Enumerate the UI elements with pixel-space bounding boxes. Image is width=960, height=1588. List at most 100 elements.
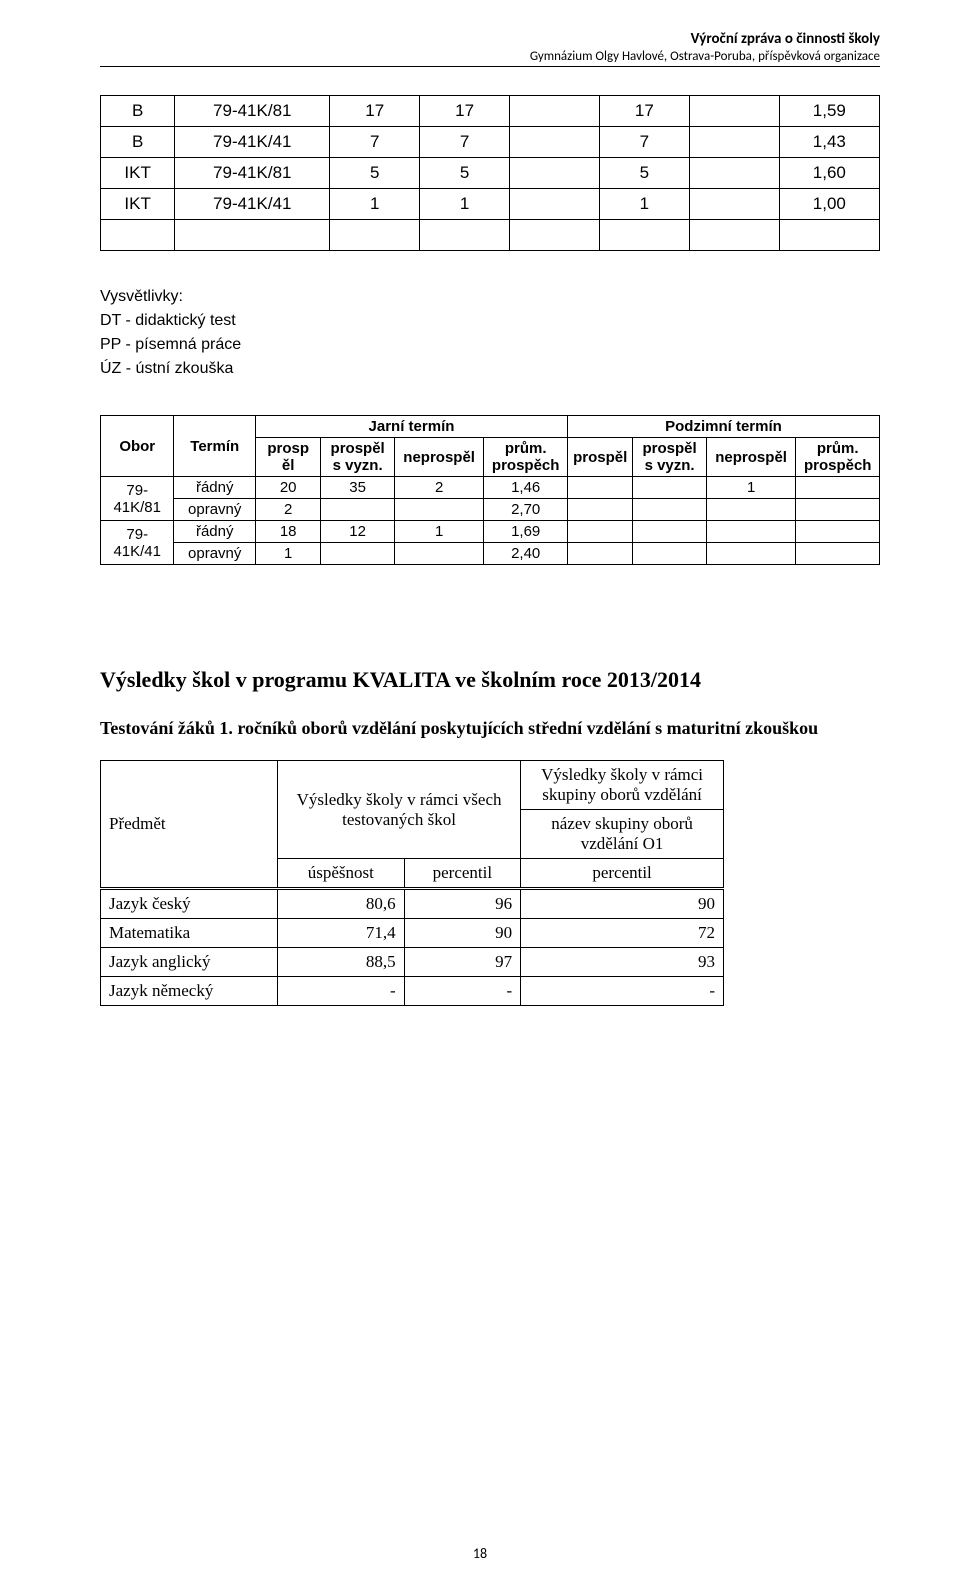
- cell: 71,4: [278, 919, 405, 948]
- cell: 1,69: [484, 521, 568, 543]
- cell: 93: [521, 948, 724, 977]
- cell: 17: [420, 96, 510, 127]
- cell: [706, 521, 796, 543]
- cell: 90: [404, 919, 520, 948]
- cell: 79- 41K/81: [101, 477, 174, 521]
- cell: 35: [321, 477, 394, 499]
- column-header: Termín: [174, 416, 256, 477]
- page-header: Výroční zpráva o činnosti školy Gymnáziu…: [100, 30, 880, 67]
- cell: [567, 521, 632, 543]
- cell: [689, 189, 779, 220]
- cell: 7: [330, 127, 420, 158]
- cell: [689, 158, 779, 189]
- column-header: Předmět: [101, 761, 278, 889]
- table-row: Jazyk český80,69690: [101, 889, 724, 919]
- column-header: prům. prospěch: [484, 438, 568, 477]
- column-header: prosp ěl: [255, 438, 320, 477]
- cell: 79-41K/81: [175, 158, 330, 189]
- cell: [510, 189, 600, 220]
- cell: [394, 499, 484, 521]
- cell: [394, 543, 484, 565]
- cell: [689, 127, 779, 158]
- cell: [796, 543, 880, 565]
- cell: 79-41K/41: [175, 189, 330, 220]
- cell: 5: [330, 158, 420, 189]
- cell: 17: [599, 96, 689, 127]
- cell: [633, 521, 706, 543]
- cell: řádný: [174, 521, 256, 543]
- cell: 2,70: [484, 499, 568, 521]
- cell: B: [101, 96, 175, 127]
- cell: 1,43: [779, 127, 879, 158]
- cell: 1: [255, 543, 320, 565]
- column-header: prospěl: [567, 438, 632, 477]
- cell: -: [278, 977, 405, 1006]
- cell: [330, 220, 420, 251]
- cell: 1: [420, 189, 510, 220]
- table-row: B79-41K/811717171,59: [101, 96, 880, 127]
- cell: 2,40: [484, 543, 568, 565]
- column-header: prospěl s vyzn.: [633, 438, 706, 477]
- cell: 2: [394, 477, 484, 499]
- table-row: Matematika71,49072: [101, 919, 724, 948]
- cell: [633, 477, 706, 499]
- cell: [510, 96, 600, 127]
- cell: [796, 521, 880, 543]
- cell: 17: [330, 96, 420, 127]
- cell: [321, 499, 394, 521]
- cell: 7: [420, 127, 510, 158]
- cell: IKT: [101, 158, 175, 189]
- cell: 1,60: [779, 158, 879, 189]
- page-number: 18: [0, 1545, 960, 1562]
- legend-line: PP - písemná práce: [100, 333, 880, 357]
- header-subtitle: Gymnázium Olgy Havlové, Ostrava-Poruba, …: [100, 49, 880, 67]
- cell: [779, 220, 879, 251]
- cell: 1: [706, 477, 796, 499]
- cell: [796, 499, 880, 521]
- cell: 80,6: [278, 889, 405, 919]
- table-row: 79- 41K/81řádný203521,461: [101, 477, 880, 499]
- table-row: Jazyk anglický88,59793: [101, 948, 724, 977]
- results-table: PředmětVýsledky školy v rámci všech test…: [100, 760, 724, 1006]
- cell: 79- 41K/41: [101, 521, 174, 565]
- column-header: Podzimní termín: [567, 416, 879, 438]
- cell: 1,59: [779, 96, 879, 127]
- cell: [796, 477, 880, 499]
- cell: -: [404, 977, 520, 1006]
- column-header: neprospěl: [394, 438, 484, 477]
- column-header: prům. prospěch: [796, 438, 880, 477]
- cell: Jazyk anglický: [101, 948, 278, 977]
- cell: [633, 543, 706, 565]
- cell: 1: [330, 189, 420, 220]
- cell: 18: [255, 521, 320, 543]
- cell: [175, 220, 330, 251]
- cell: [321, 543, 394, 565]
- cell: 5: [420, 158, 510, 189]
- cell: Jazyk český: [101, 889, 278, 919]
- column-header: neprospěl: [706, 438, 796, 477]
- header-title: Výroční zpráva o činnosti školy: [100, 30, 880, 48]
- table-row: [101, 220, 880, 251]
- column-header: prospěl s vyzn.: [321, 438, 394, 477]
- legend-title: Vysvětlivky:: [100, 285, 880, 309]
- cell: 79-41K/81: [175, 96, 330, 127]
- cell: Matematika: [101, 919, 278, 948]
- cell: 12: [321, 521, 394, 543]
- cell: 79-41K/41: [175, 127, 330, 158]
- column-header: Výsledky školy v rámci skupiny oborů vzd…: [521, 761, 724, 810]
- page: Výroční zpráva o činnosti školy Gymnáziu…: [0, 0, 960, 1588]
- legend-line: DT - didaktický test: [100, 309, 880, 333]
- cell: 72: [521, 919, 724, 948]
- column-header: název skupiny oborů vzdělání O1: [521, 810, 724, 859]
- cell: [567, 499, 632, 521]
- column-header: Výsledky školy v rámci všech testovaných…: [278, 761, 521, 859]
- cell: 2: [255, 499, 320, 521]
- cell: [706, 499, 796, 521]
- cell: -: [521, 977, 724, 1006]
- column-header: percentil: [521, 859, 724, 889]
- table-row: opravný12,40: [101, 543, 880, 565]
- cell: opravný: [174, 499, 256, 521]
- cell: [101, 220, 175, 251]
- cell: [510, 158, 600, 189]
- table-row: opravný2 2,70: [101, 499, 880, 521]
